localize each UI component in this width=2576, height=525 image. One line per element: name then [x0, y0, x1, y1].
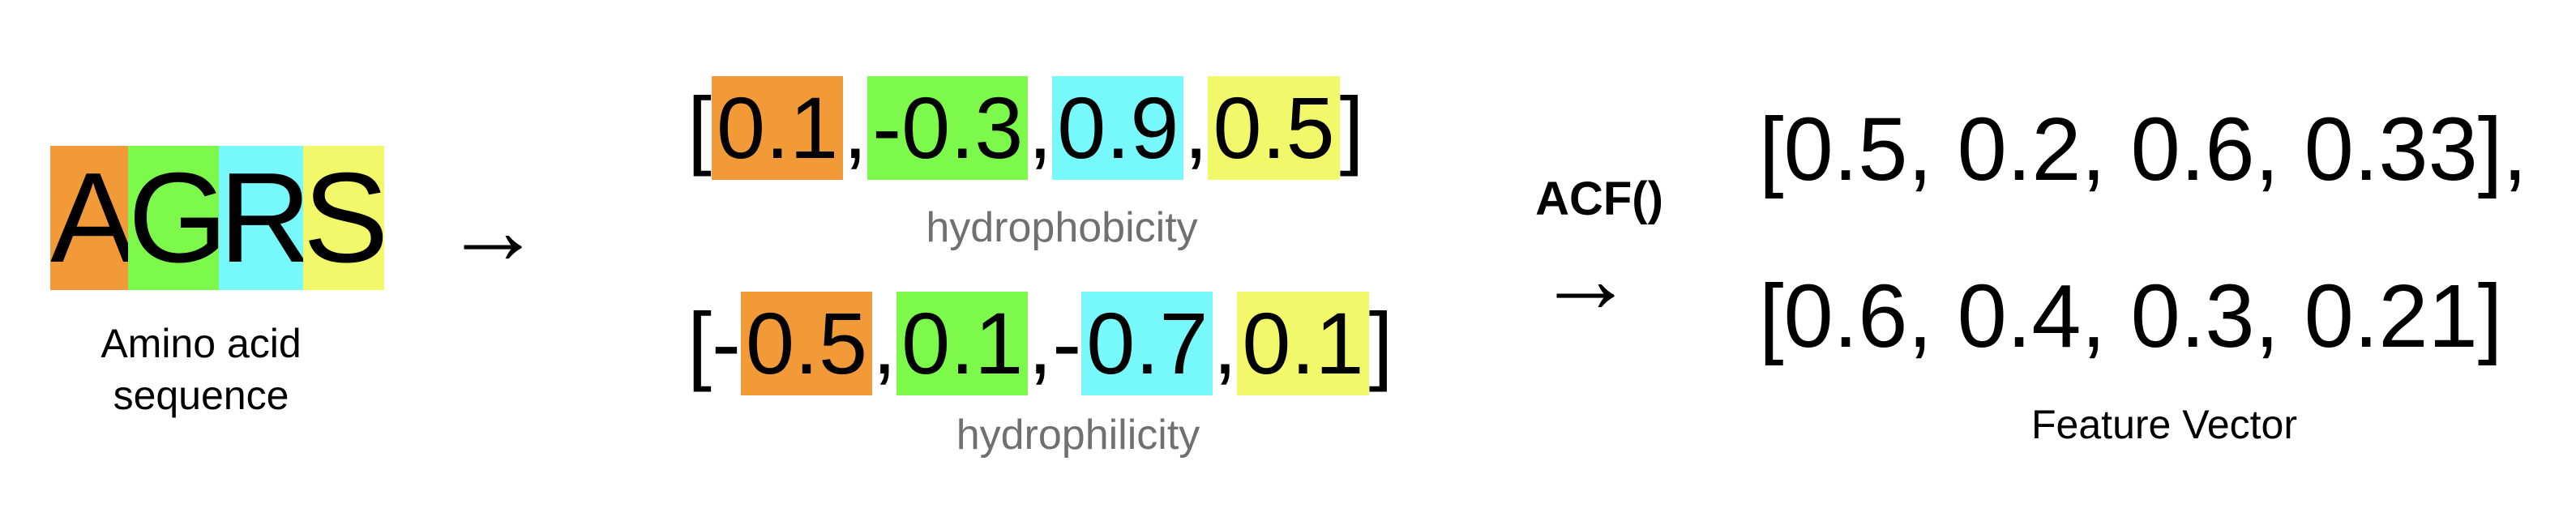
acf-function-label: ACF(): [1535, 173, 1663, 225]
open-bracket: [: [687, 79, 712, 177]
separator: ,: [1028, 79, 1053, 177]
feature-vector-label: Feature Vector: [2031, 402, 2297, 447]
hydrophilicity-values: [- 0.5 , 0.1 ,- 0.7 , 0.1 ]: [687, 292, 1393, 395]
separator: ,: [1213, 294, 1238, 392]
hydrophilicity-value-a: 0.5: [740, 292, 873, 395]
close-bracket: ]: [1368, 294, 1393, 392]
open-bracket: [-: [687, 294, 741, 392]
hydrophobicity-value-a: 0.1: [712, 76, 844, 180]
hydrophobicity-label: hydrophobicity: [926, 204, 1198, 251]
arrow-right-icon: →: [444, 176, 541, 284]
feature-vector-line2: [0.6, 0.4, 0.3, 0.21]: [1759, 267, 2503, 366]
separator: ,-: [1028, 294, 1082, 392]
hydrophilicity-value-g: 0.1: [896, 292, 1029, 395]
acf-arrow-icon: →: [1537, 224, 1634, 333]
hydrophobicity-values: [ 0.1 , -0.3 , 0.9 , 0.5 ]: [687, 76, 1364, 180]
separator: ,: [843, 79, 868, 177]
separator: ,: [1183, 79, 1209, 177]
hydrophilicity-label: hydrophilicity: [956, 412, 1200, 459]
hydrophobicity-value-r: 0.9: [1052, 76, 1184, 180]
letter-a: A: [50, 146, 135, 290]
separator: ,: [872, 294, 897, 392]
close-bracket: ]: [1339, 79, 1364, 177]
hydrophobicity-value-s: 0.5: [1208, 76, 1340, 180]
letter-r: R: [219, 146, 311, 290]
letter-g: G: [128, 146, 228, 290]
hydrophilicity-value-r: 0.7: [1081, 292, 1213, 395]
sequence-caption-line1: Amino acid: [101, 321, 302, 366]
hydrophobicity-value-g: -0.3: [867, 76, 1029, 180]
sequence-caption-line2: sequence: [113, 373, 289, 418]
feature-vector-line1: [0.5, 0.2, 0.6, 0.33],: [1759, 100, 2527, 199]
letter-s: S: [303, 146, 388, 290]
hydrophilicity-value-s: 0.1: [1237, 292, 1369, 395]
